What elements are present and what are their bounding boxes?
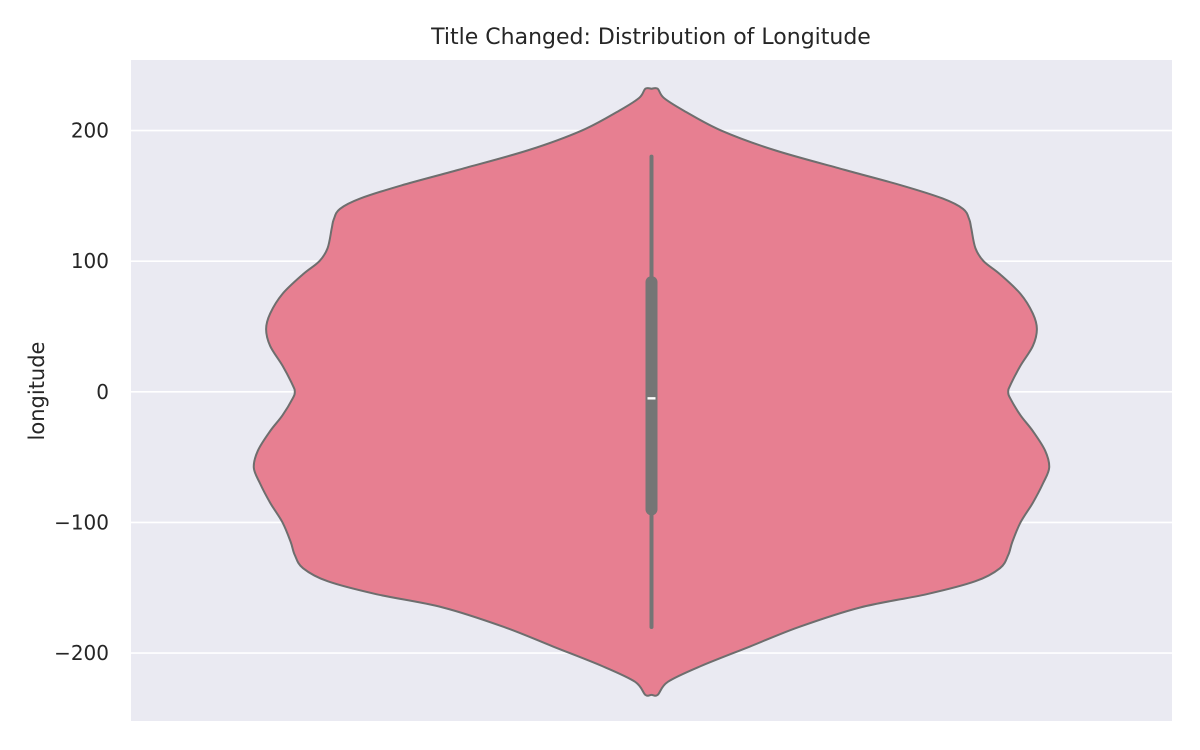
y-tick-label: 200	[71, 119, 109, 143]
y-tick-labels: −200 −100 0 100 200	[54, 119, 109, 666]
y-tick-label: −200	[54, 641, 109, 665]
y-tick-label: −100	[54, 510, 109, 534]
y-axis-label: longitude	[25, 342, 49, 441]
y-tick-label: 100	[71, 249, 109, 273]
chart-title: Title Changed: Distribution of Longitude	[430, 25, 871, 50]
y-tick-label: 0	[96, 380, 109, 404]
